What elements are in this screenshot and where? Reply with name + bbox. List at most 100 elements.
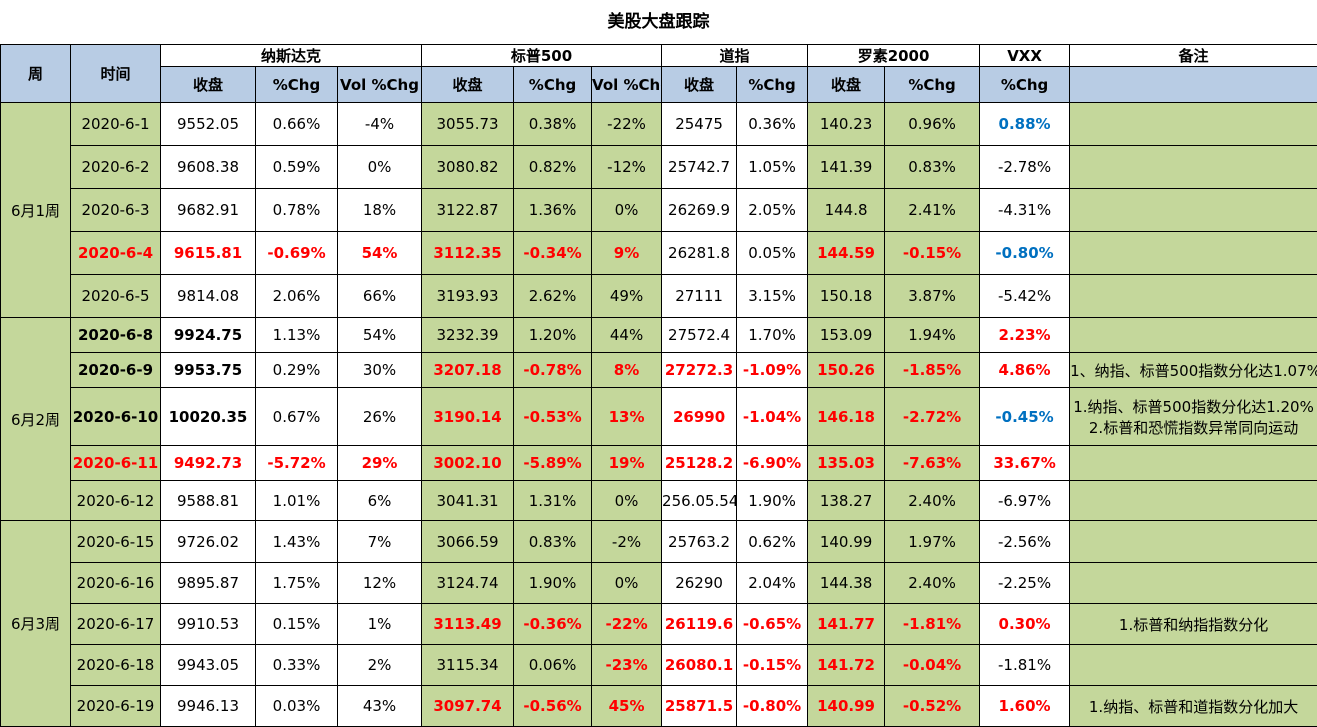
market-table: 周 时间 纳斯达克 标普500 道指 罗素2000 VXX 备注 收盘 %Chg…	[0, 44, 1317, 727]
russell-close-cell: 141.72	[808, 645, 885, 686]
russell-chg-cell: 0.96%	[885, 103, 980, 146]
nasdaq-volchg-cell: 1%	[338, 604, 422, 645]
subheader-volchg: Vol %Chg	[338, 67, 422, 103]
russell-chg-cell: 2.40%	[885, 563, 980, 604]
nasdaq-close-cell: 9814.08	[161, 275, 256, 318]
sp500-volchg-cell: 13%	[592, 388, 662, 446]
vxx-chg-cell: 0.88%	[980, 103, 1070, 146]
sp500-volchg-cell: 19%	[592, 446, 662, 481]
dow-chg-cell: 0.36%	[737, 103, 808, 146]
date-cell: 2020-6-19	[71, 686, 161, 727]
subheader-close: 收盘	[422, 67, 514, 103]
nasdaq-close-cell: 9726.02	[161, 521, 256, 563]
sp500-chg-cell: 1.20%	[514, 318, 592, 353]
russell-chg-cell: -1.81%	[885, 604, 980, 645]
header-notes: 备注	[1070, 45, 1317, 67]
sp500-volchg-cell: -22%	[592, 103, 662, 146]
date-cell: 2020-6-10	[71, 388, 161, 446]
dow-close-cell: 25742.7	[662, 146, 737, 189]
vxx-chg-cell: -6.97%	[980, 481, 1070, 521]
sp500-close-cell: 3190.14	[422, 388, 514, 446]
nasdaq-volchg-cell: 54%	[338, 232, 422, 275]
nasdaq-chg-cell: 1.01%	[256, 481, 338, 521]
russell-chg-cell: -1.85%	[885, 353, 980, 388]
nasdaq-volchg-cell: 6%	[338, 481, 422, 521]
russell-chg-cell: 2.40%	[885, 481, 980, 521]
note-cell	[1070, 232, 1317, 275]
vxx-chg-cell: -0.80%	[980, 232, 1070, 275]
nasdaq-volchg-cell: 18%	[338, 189, 422, 232]
sp500-close-cell: 3207.18	[422, 353, 514, 388]
header-row-sub: 收盘 %Chg Vol %Chg 收盘 %Chg Vol %Chg 收盘 %Ch…	[1, 67, 1317, 103]
nasdaq-chg-cell: 0.78%	[256, 189, 338, 232]
note-line: 1.标普和纳指指数分化	[1070, 614, 1317, 635]
nasdaq-chg-cell: -0.69%	[256, 232, 338, 275]
sp500-volchg-cell: 44%	[592, 318, 662, 353]
sp500-chg-cell: -0.53%	[514, 388, 592, 446]
sp500-volchg-cell: -22%	[592, 604, 662, 645]
date-cell: 2020-6-3	[71, 189, 161, 232]
dow-chg-cell: -0.80%	[737, 686, 808, 727]
dow-close-cell: 25475	[662, 103, 737, 146]
nasdaq-chg-cell: -5.72%	[256, 446, 338, 481]
date-cell: 2020-6-17	[71, 604, 161, 645]
nasdaq-chg-cell: 0.29%	[256, 353, 338, 388]
note-line: 1、纳指、标普500指数分化达1.07%	[1070, 360, 1317, 381]
russell-chg-cell: -0.15%	[885, 232, 980, 275]
nasdaq-chg-cell: 0.59%	[256, 146, 338, 189]
dow-chg-cell: -0.65%	[737, 604, 808, 645]
russell-close-cell: 138.27	[808, 481, 885, 521]
sp500-close-cell: 3124.74	[422, 563, 514, 604]
russell-chg-cell: 3.87%	[885, 275, 980, 318]
nasdaq-volchg-cell: 12%	[338, 563, 422, 604]
nasdaq-close-cell: 9924.75	[161, 318, 256, 353]
note-cell	[1070, 146, 1317, 189]
date-cell: 2020-6-9	[71, 353, 161, 388]
sp500-volchg-cell: 0%	[592, 481, 662, 521]
nasdaq-close-cell: 9588.81	[161, 481, 256, 521]
sp500-volchg-cell: 45%	[592, 686, 662, 727]
nasdaq-chg-cell: 0.67%	[256, 388, 338, 446]
sp500-close-cell: 3002.10	[422, 446, 514, 481]
russell-close-cell: 144.8	[808, 189, 885, 232]
header-nasdaq: 纳斯达克	[161, 45, 422, 67]
nasdaq-close-cell: 10020.35	[161, 388, 256, 446]
nasdaq-chg-cell: 0.15%	[256, 604, 338, 645]
vxx-chg-cell: -2.56%	[980, 521, 1070, 563]
week-label: 6月1周	[1, 103, 71, 318]
vxx-chg-cell: 4.86%	[980, 353, 1070, 388]
date-cell: 2020-6-5	[71, 275, 161, 318]
note-line: 2.标普和恐慌指数异常同向运动	[1070, 417, 1317, 438]
dow-close-cell: 27272.3	[662, 353, 737, 388]
dow-chg-cell: 1.70%	[737, 318, 808, 353]
nasdaq-chg-cell: 0.03%	[256, 686, 338, 727]
nasdaq-close-cell: 9615.81	[161, 232, 256, 275]
sp500-chg-cell: 2.62%	[514, 275, 592, 318]
sp500-volchg-cell: 0%	[592, 563, 662, 604]
sp500-close-cell: 3113.49	[422, 604, 514, 645]
subheader-chg: %Chg	[514, 67, 592, 103]
note-cell	[1070, 645, 1317, 686]
note-cell: 1、纳指、标普500指数分化达1.07%	[1070, 353, 1317, 388]
dow-close-cell: 256.05.54	[662, 481, 737, 521]
sp500-chg-cell: -0.34%	[514, 232, 592, 275]
sp500-chg-cell: 0.06%	[514, 645, 592, 686]
sp500-close-cell: 3066.59	[422, 521, 514, 563]
russell-close-cell: 153.09	[808, 318, 885, 353]
nasdaq-volchg-cell: 30%	[338, 353, 422, 388]
dow-close-cell: 27572.4	[662, 318, 737, 353]
russell-close-cell: 150.18	[808, 275, 885, 318]
sp500-close-cell: 3041.31	[422, 481, 514, 521]
nasdaq-close-cell: 9953.75	[161, 353, 256, 388]
nasdaq-volchg-cell: 2%	[338, 645, 422, 686]
